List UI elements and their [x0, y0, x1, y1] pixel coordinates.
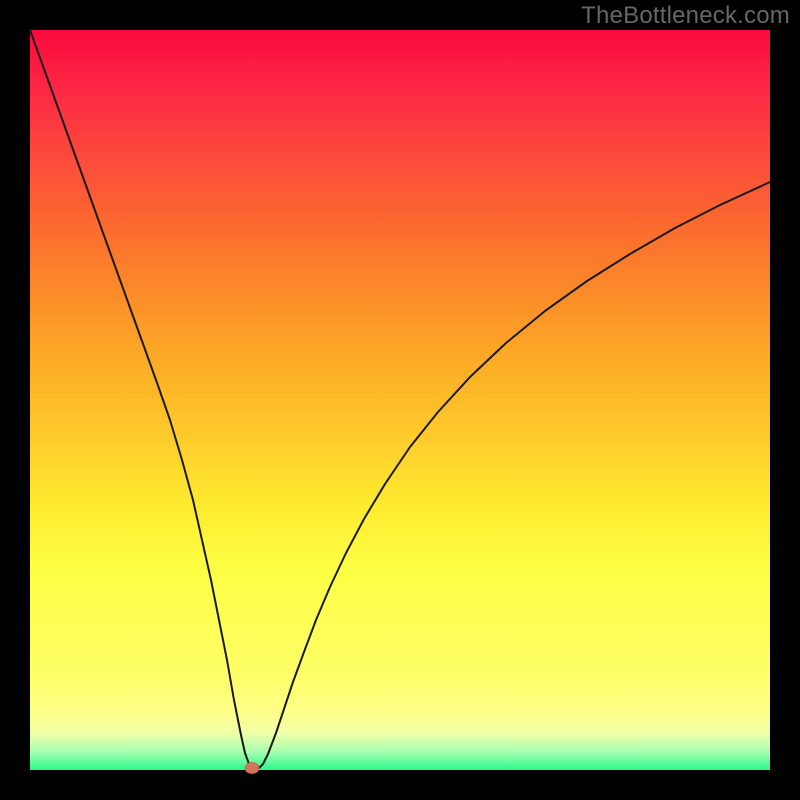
minimum-marker [245, 763, 259, 774]
chart-container: { "watermark": "TheBottleneck.com", "can… [0, 0, 800, 800]
plot-background [30, 30, 770, 770]
watermark-text: TheBottleneck.com [581, 2, 790, 30]
chart-svg [0, 0, 800, 800]
